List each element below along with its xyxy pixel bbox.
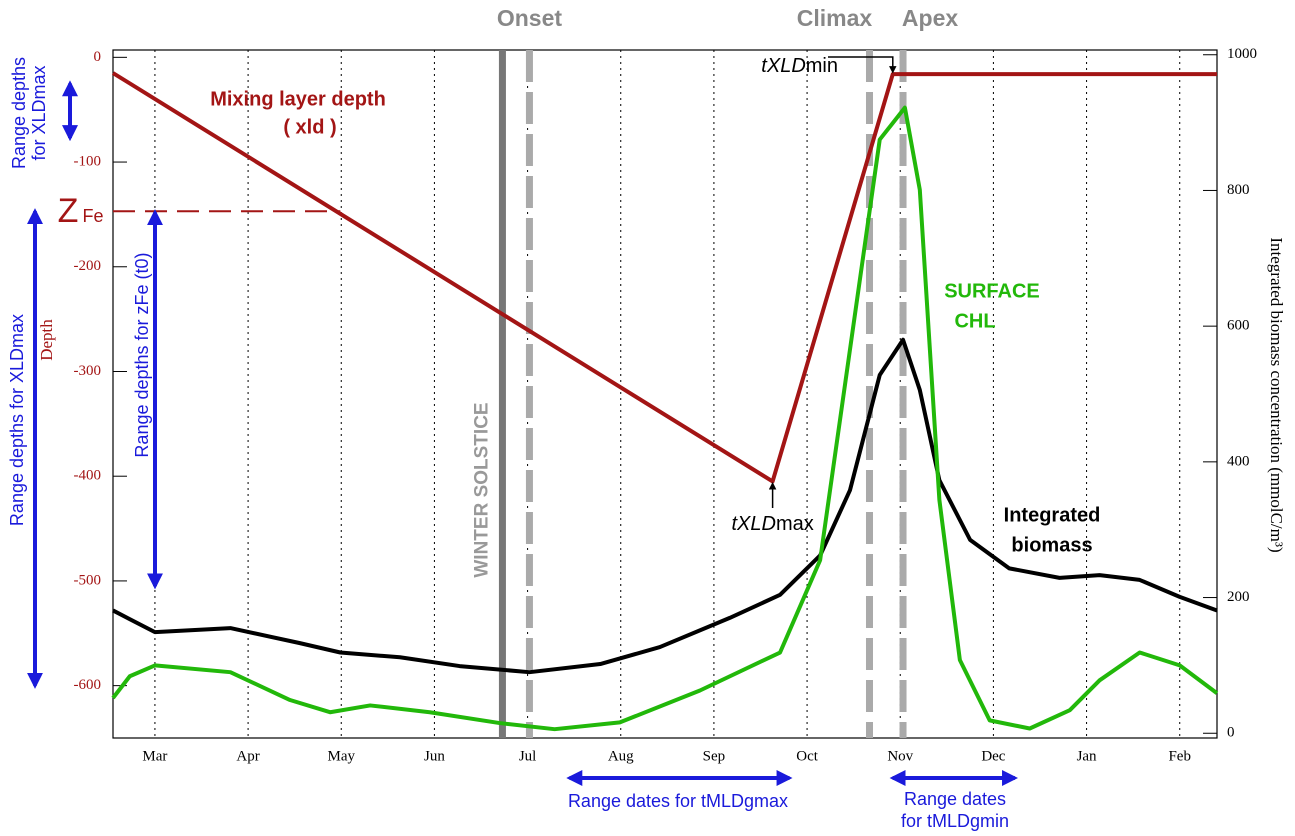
x-tick-label: Apr bbox=[236, 748, 259, 764]
annotation-italic: tXLD bbox=[761, 55, 805, 77]
series-label: SURFACE bbox=[944, 280, 1040, 302]
x-tick-label: Jan bbox=[1077, 748, 1097, 764]
y2-axis-label: Integrated biomass concentration (mmolC/… bbox=[1267, 237, 1286, 552]
range-label: Range depths for XLDmax bbox=[7, 314, 27, 526]
plot-frame bbox=[112, 49, 1218, 739]
series-label: Mixing layer depth bbox=[210, 88, 386, 110]
series-line bbox=[111, 71, 1217, 484]
y-tick-label: -300 bbox=[74, 363, 102, 379]
event-label: Apex bbox=[902, 5, 958, 31]
y2-tick-label: 0 bbox=[1227, 725, 1235, 741]
annotation-normal: min bbox=[806, 55, 838, 77]
annotation: tXLDmax bbox=[731, 513, 813, 535]
annotation-italic: tXLD bbox=[731, 513, 775, 535]
range-label: Range depths for zFe (t0) bbox=[132, 252, 152, 457]
y2-tick-label: 800 bbox=[1227, 182, 1250, 198]
y-tick-label: -600 bbox=[74, 677, 102, 693]
y-tick-label: -400 bbox=[74, 468, 102, 484]
event-label: Onset bbox=[497, 5, 563, 31]
y2-tick-label: 400 bbox=[1227, 453, 1250, 469]
x-tick-label: Dec bbox=[981, 748, 1005, 764]
y-tick-label: -500 bbox=[74, 572, 102, 588]
x-tick-label: Aug bbox=[608, 748, 634, 764]
x-tick-label: Jul bbox=[519, 748, 537, 764]
range-label: for XLDmax bbox=[29, 65, 49, 160]
annotation-normal: max bbox=[776, 513, 814, 535]
series-label: CHL bbox=[954, 310, 995, 332]
y2-tick-label: 600 bbox=[1227, 318, 1250, 334]
series-label: biomass bbox=[1011, 534, 1092, 556]
y2-tick-label: 1000 bbox=[1227, 46, 1257, 62]
event-label: Climax bbox=[797, 5, 873, 31]
series-line bbox=[111, 105, 1219, 732]
y-tick-label: -100 bbox=[74, 153, 102, 169]
event-label: WINTER SOLSTICE bbox=[471, 402, 492, 577]
y-tick-label: 0 bbox=[94, 49, 102, 65]
annotation-arrow bbox=[828, 56, 897, 74]
series-label: Fe bbox=[82, 206, 103, 226]
x-tick-label: Jun bbox=[424, 748, 445, 764]
y-axis-label: Depth bbox=[37, 319, 56, 361]
range-label: for tMLDgmin bbox=[901, 811, 1009, 831]
x-tick-label: Oct bbox=[796, 748, 818, 764]
series-label: ( xld ) bbox=[283, 116, 336, 138]
y2-tick-label: 200 bbox=[1227, 589, 1250, 605]
x-tick-label: Mar bbox=[142, 748, 167, 764]
annotation: tXLDmin bbox=[761, 55, 838, 77]
x-tick-label: Nov bbox=[887, 748, 913, 764]
series-label: Z bbox=[58, 192, 79, 230]
x-tick-label: May bbox=[328, 748, 356, 764]
range-label: Range depths bbox=[9, 57, 29, 169]
range-label: Range dates bbox=[904, 789, 1006, 809]
x-tick-label: Sep bbox=[703, 748, 726, 764]
series-label: Integrated bbox=[1004, 504, 1101, 526]
range-label: Range dates for tMLDgmax bbox=[568, 791, 788, 811]
y-tick-label: -200 bbox=[74, 258, 102, 274]
x-tick-label: Feb bbox=[1168, 748, 1191, 764]
